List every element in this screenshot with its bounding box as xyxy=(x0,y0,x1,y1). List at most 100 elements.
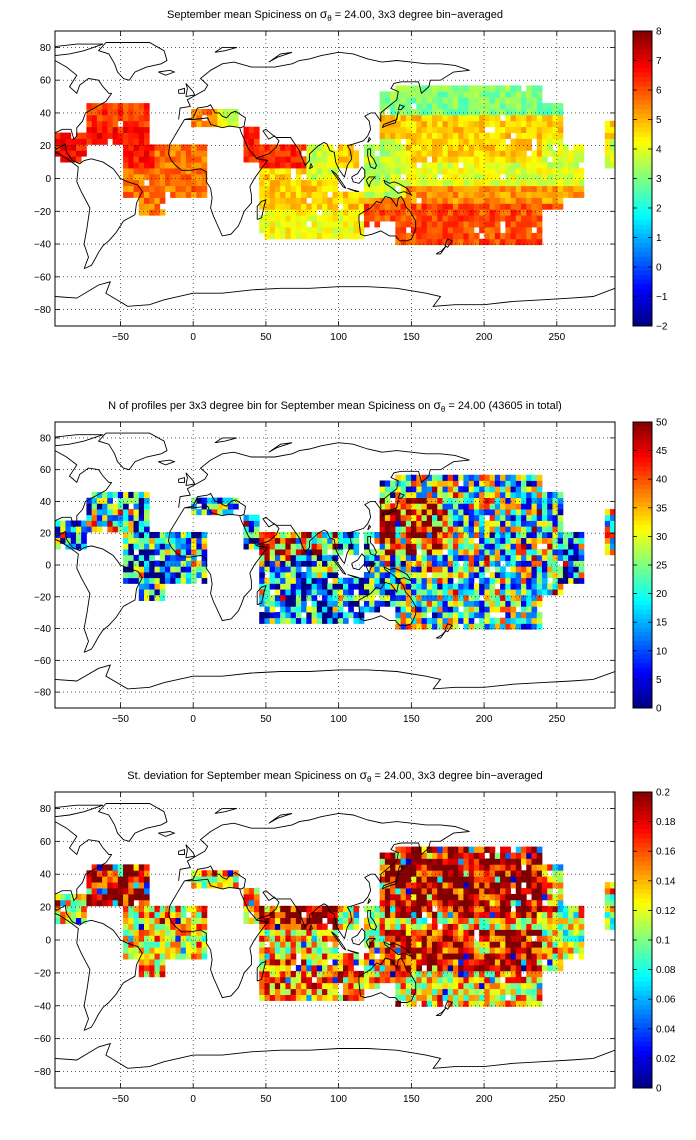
heatmap-cell xyxy=(332,191,339,198)
heatmap-cell xyxy=(437,91,443,98)
heatmap-cell xyxy=(138,577,145,584)
heatmap-cell xyxy=(510,917,517,924)
heatmap-cell xyxy=(405,594,412,601)
heatmap-cell xyxy=(473,474,480,481)
heatmap-cell xyxy=(102,103,108,110)
heatmap-cell xyxy=(432,138,438,145)
heatmap-cell xyxy=(390,935,396,942)
heatmap-cell xyxy=(322,543,328,550)
heatmap-cell xyxy=(343,917,349,924)
heatmap-cell xyxy=(201,109,208,116)
heatmap-cell xyxy=(437,594,443,601)
heatmap-cell xyxy=(437,185,443,193)
x-tick-label: 200 xyxy=(476,332,493,343)
heatmap-cell xyxy=(384,503,391,510)
heatmap-cell xyxy=(75,899,82,907)
heatmap-cell xyxy=(536,162,543,169)
heatmap-cell xyxy=(463,888,470,895)
heatmap-cell xyxy=(316,600,323,607)
heatmap-cell xyxy=(400,227,407,234)
heatmap-cell xyxy=(180,917,187,924)
heatmap-cell xyxy=(264,600,271,607)
heatmap-cell xyxy=(505,168,511,175)
heatmap-cell xyxy=(521,514,527,521)
heatmap-cell xyxy=(306,554,312,561)
heatmap-cell xyxy=(290,970,297,978)
heatmap-cell xyxy=(112,899,119,907)
heatmap-cell xyxy=(531,114,538,122)
heatmap-cell xyxy=(274,594,281,601)
heatmap-cell xyxy=(400,600,407,607)
heatmap-cell xyxy=(531,150,538,157)
heatmap-cell xyxy=(133,531,140,539)
heatmap-cell xyxy=(510,197,517,204)
heatmap-cell xyxy=(400,497,407,504)
heatmap-cell xyxy=(280,606,286,613)
heatmap-cell xyxy=(243,138,250,145)
heatmap-cell xyxy=(421,173,428,181)
heatmap-cell xyxy=(510,911,517,919)
heatmap-cell xyxy=(541,197,548,204)
heatmap-cell xyxy=(191,543,197,550)
heatmap-cell xyxy=(505,935,511,942)
heatmap-cell xyxy=(500,888,506,895)
heatmap-cell xyxy=(500,589,506,596)
heatmap-cell xyxy=(411,503,417,510)
heatmap-cell xyxy=(526,970,532,978)
heatmap-cell xyxy=(144,947,150,954)
heatmap-cell xyxy=(144,168,150,175)
heatmap-cell xyxy=(416,537,422,544)
heatmap-cell xyxy=(327,594,333,601)
heatmap-cell xyxy=(521,520,527,527)
heatmap-cell xyxy=(463,941,470,948)
heatmap-cell xyxy=(489,852,496,859)
heatmap-cell xyxy=(390,109,396,116)
x-tick-label: 150 xyxy=(403,332,420,343)
heatmap-cell xyxy=(610,162,615,169)
heatmap-cell xyxy=(442,976,449,984)
heatmap-cell xyxy=(452,238,459,246)
heatmap-cell xyxy=(442,179,449,187)
heatmap-cell xyxy=(573,531,580,539)
heatmap-cell xyxy=(416,185,422,193)
heatmap-cell xyxy=(494,864,501,871)
heatmap-cell xyxy=(144,911,150,919)
heatmap-cell xyxy=(374,215,381,222)
heatmap-cell xyxy=(447,185,454,193)
heatmap-cell xyxy=(185,156,192,163)
heatmap-cell xyxy=(416,514,422,521)
heatmap-cell xyxy=(442,132,449,139)
heatmap-cell xyxy=(322,905,328,913)
heatmap-cell xyxy=(515,114,522,122)
heatmap-cell xyxy=(552,509,559,516)
heatmap-cell xyxy=(128,537,134,544)
heatmap-cell xyxy=(515,876,522,883)
heatmap-cell xyxy=(411,959,417,966)
heatmap-cell xyxy=(343,594,349,601)
heatmap-cell xyxy=(384,899,391,907)
x-tick-label: 250 xyxy=(548,714,565,725)
colorbar-segment xyxy=(633,146,652,152)
heatmap-cell xyxy=(442,893,449,901)
heatmap-cell xyxy=(447,162,454,169)
heatmap-cell xyxy=(515,864,522,871)
heatmap-cell xyxy=(489,480,496,487)
heatmap-cell xyxy=(421,215,428,222)
heatmap-cell xyxy=(405,173,412,181)
heatmap-cell xyxy=(536,600,543,607)
heatmap-cell xyxy=(123,911,129,919)
heatmap-cell xyxy=(327,617,333,624)
heatmap-cell xyxy=(557,888,564,895)
heatmap-cell xyxy=(515,97,522,104)
heatmap-cell xyxy=(311,941,318,948)
heatmap-cell xyxy=(526,221,532,228)
heatmap-cell xyxy=(405,97,412,104)
heatmap-cell xyxy=(405,191,412,198)
heatmap-cell xyxy=(264,982,271,990)
heatmap-cell xyxy=(452,486,459,493)
colorbar-segment xyxy=(633,44,652,50)
heatmap-cell xyxy=(311,970,318,978)
heatmap-cell xyxy=(379,864,386,871)
coastline xyxy=(184,492,246,517)
heatmap-cell xyxy=(411,935,417,942)
